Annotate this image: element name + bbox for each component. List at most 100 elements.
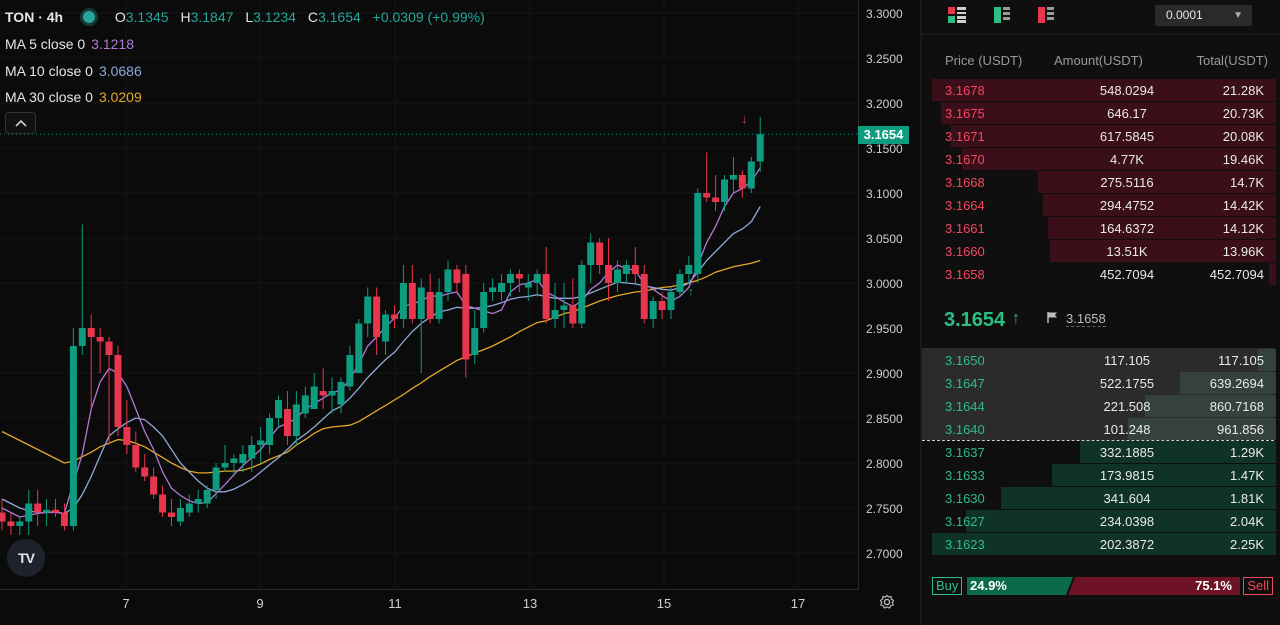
bid-price: 3.1644 bbox=[945, 399, 985, 414]
candle-body bbox=[25, 503, 33, 522]
close-key: C bbox=[307, 9, 318, 25]
ma30-label: MA 30 close 0 bbox=[5, 89, 93, 105]
candle-body bbox=[578, 265, 586, 324]
precision-select[interactable]: 0.0001 ▼ bbox=[1155, 5, 1252, 26]
ma30-legend[interactable]: MA 30 close 0 3.0209 bbox=[5, 89, 142, 105]
tradingview-logo[interactable]: TV bbox=[7, 539, 45, 577]
candle-body bbox=[301, 395, 309, 414]
candle-body bbox=[96, 337, 104, 342]
open-value: 3.1345 bbox=[125, 9, 169, 25]
candle-body bbox=[498, 283, 506, 292]
symbol-label[interactable]: TON · 4h bbox=[5, 9, 64, 25]
price-tick-label: 3.0000 bbox=[866, 277, 903, 291]
both-sides-view-button[interactable] bbox=[948, 7, 966, 23]
bid-total: 1.81K bbox=[1230, 491, 1264, 506]
ask-row[interactable]: 3.1664 294.4752 14.42K bbox=[932, 194, 1276, 216]
chart-settings-button[interactable] bbox=[876, 594, 898, 616]
candle-body bbox=[123, 427, 131, 445]
bid-row[interactable]: 3.1644 221.508 860.7168 bbox=[932, 395, 1276, 417]
candle-body bbox=[69, 346, 77, 526]
collapse-legend-button[interactable] bbox=[5, 112, 36, 134]
candle-body bbox=[7, 521, 15, 526]
ask-depth-bar bbox=[951, 125, 1276, 147]
candle-body bbox=[756, 134, 764, 162]
candle-body bbox=[649, 301, 657, 319]
candle-body bbox=[721, 179, 729, 202]
gear-icon bbox=[879, 594, 895, 609]
candle-body bbox=[346, 355, 354, 387]
candle-body bbox=[248, 445, 256, 459]
ask-row[interactable]: 3.1670 4.77K 19.46K bbox=[932, 148, 1276, 170]
bid-row[interactable]: 3.1633 173.9815 1.47K bbox=[932, 464, 1276, 486]
ask-depth-bar bbox=[1050, 240, 1276, 262]
candle-body bbox=[382, 314, 390, 342]
candle-body bbox=[16, 521, 24, 526]
ma10-legend[interactable]: MA 10 close 0 3.0686 bbox=[5, 63, 142, 79]
bid-row[interactable]: 3.1630 341.604 1.81K bbox=[932, 487, 1276, 509]
candle-body bbox=[150, 476, 158, 495]
buy-signal-arrow: ↑ bbox=[688, 284, 695, 299]
last-price: 3.1654 bbox=[944, 309, 1006, 331]
book-header-divider bbox=[922, 34, 1280, 35]
ask-amount: 452.7094 bbox=[1099, 267, 1155, 282]
candle-body bbox=[524, 283, 532, 288]
candle-body bbox=[239, 454, 247, 463]
candle-body bbox=[489, 287, 497, 292]
ma5-legend[interactable]: MA 5 close 0 3.1218 bbox=[5, 36, 134, 52]
bid-price: 3.1650 bbox=[945, 353, 985, 368]
bid-row[interactable]: 3.1650 117.105 117.105 bbox=[932, 349, 1276, 371]
chart-panel[interactable]: 3.3000 3.2500 3.2000 3.1500 3.1000 3.0500 3.00… bbox=[0, 0, 918, 625]
candle-body bbox=[176, 508, 184, 522]
price-tick-label: 2.7500 bbox=[866, 502, 903, 516]
candle-body bbox=[408, 283, 416, 319]
candle-body bbox=[399, 283, 407, 319]
bids-only-view-button[interactable] bbox=[994, 7, 1012, 23]
candle-body bbox=[390, 314, 398, 319]
ohlc-legend: TON · 4h O3.1345 H3.1847 L3.1234 C3.1654… bbox=[5, 9, 493, 25]
candle-body bbox=[729, 175, 737, 180]
date-tick-label: 15 bbox=[657, 596, 671, 611]
bid-total: 961.856 bbox=[1217, 422, 1264, 437]
bid-depth-bar bbox=[1079, 441, 1276, 463]
ask-amount: 548.0294 bbox=[1099, 83, 1155, 98]
ask-row[interactable]: 3.1661 164.6372 14.12K bbox=[932, 217, 1276, 239]
ask-row[interactable]: 3.1660 13.51K 13.96K bbox=[932, 240, 1276, 262]
bid-row[interactable]: 3.1640 101.248 961.856 bbox=[932, 418, 1276, 440]
ask-total: 20.08K bbox=[1222, 129, 1264, 144]
price-tick-label: 2.8500 bbox=[866, 412, 903, 426]
bid-row[interactable]: 3.1647 522.1755 639.2694 bbox=[932, 372, 1276, 394]
ask-row[interactable]: 3.1678 548.0294 21.28K bbox=[932, 79, 1276, 101]
ma10-label: MA 10 close 0 bbox=[5, 63, 93, 79]
candle-body bbox=[560, 305, 568, 310]
precision-value: 0.0001 bbox=[1166, 8, 1203, 22]
price-tick-label: 3.2500 bbox=[866, 52, 903, 66]
ma10-line bbox=[1, 206, 761, 515]
price-axis-divider bbox=[858, 0, 859, 590]
ask-total: 19.46K bbox=[1222, 152, 1264, 167]
bid-row[interactable]: 3.1637 332.1885 1.29K bbox=[932, 441, 1276, 463]
candlestick-chart[interactable]: 3.3000 3.2500 3.2000 3.1500 3.1000 3.0500 3.00… bbox=[0, 0, 918, 625]
ask-row[interactable]: 3.1658 452.7094 452.7094 bbox=[932, 263, 1276, 285]
bid-price: 3.1640 bbox=[945, 422, 985, 437]
sell-percentage: 75.1% bbox=[1195, 578, 1232, 593]
mark-price[interactable]: 3.1658 bbox=[1066, 311, 1106, 327]
price-tick-label: 3.1500 bbox=[866, 142, 903, 156]
asks-only-view-button[interactable] bbox=[1038, 7, 1056, 23]
candle-body bbox=[0, 512, 6, 522]
price-tick-label: 2.9000 bbox=[866, 367, 903, 381]
buy-percentage: 24.9% bbox=[970, 578, 1007, 593]
date-tick-label: 11 bbox=[388, 596, 402, 611]
close-value: 3.1654 bbox=[317, 9, 361, 25]
bid-price: 3.1623 bbox=[945, 537, 985, 552]
bid-amount: 522.1755 bbox=[1099, 376, 1155, 391]
ask-row[interactable]: 3.1671 617.5845 20.08K bbox=[932, 125, 1276, 147]
ask-row[interactable]: 3.1668 275.5116 14.7K bbox=[932, 171, 1276, 193]
ask-row[interactable]: 3.1675 646.17 20.73K bbox=[932, 102, 1276, 124]
candle-body bbox=[87, 328, 95, 337]
candle-body bbox=[328, 391, 336, 396]
ask-price: 3.1671 bbox=[945, 129, 985, 144]
bid-total: 639.2694 bbox=[1209, 376, 1264, 391]
bids-only-icon bbox=[994, 7, 1010, 23]
bid-row[interactable]: 3.1627 234.0398 2.04K bbox=[932, 510, 1276, 532]
bid-row[interactable]: 3.1623 202.3872 2.25K bbox=[932, 533, 1276, 555]
